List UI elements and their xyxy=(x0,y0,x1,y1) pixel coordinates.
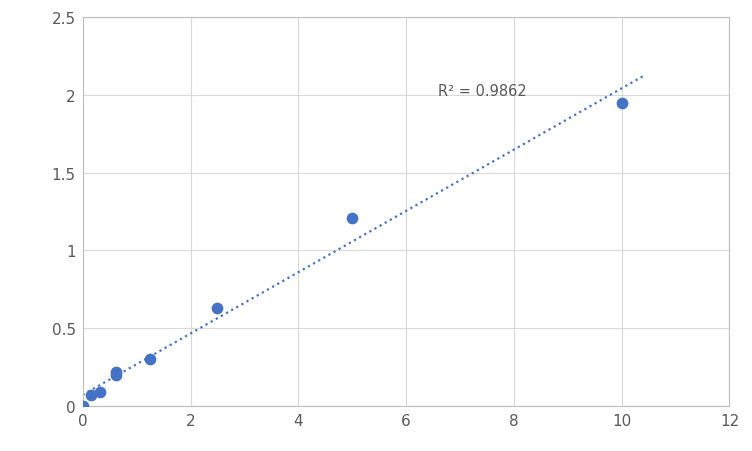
Point xyxy=(616,100,628,107)
Text: R² = 0.9862: R² = 0.9862 xyxy=(438,83,527,98)
Point xyxy=(111,371,123,378)
Point xyxy=(111,368,123,375)
Point xyxy=(144,356,156,363)
Point xyxy=(346,215,358,222)
Point xyxy=(93,388,105,396)
Point xyxy=(77,402,89,410)
Point xyxy=(211,304,223,312)
Point xyxy=(85,391,97,399)
